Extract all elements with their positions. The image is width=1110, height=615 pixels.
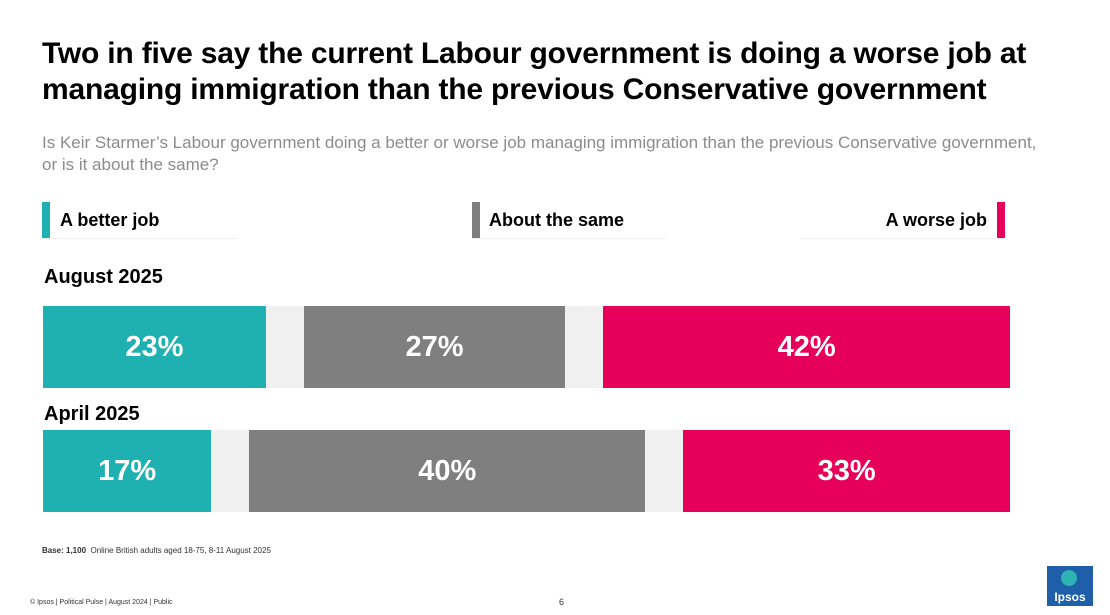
base-text: Online British adults aged 18-75, 8-11 A… <box>90 546 271 555</box>
logo-mark-icon <box>1061 570 1077 586</box>
data-label: 17% <box>98 454 157 487</box>
bar-segment-worse: 33% <box>683 430 1010 512</box>
bar-april-2025: 17% 40% 33% <box>43 430 1010 512</box>
data-label: 42% <box>777 330 836 363</box>
legend-swatch-same <box>472 202 480 238</box>
bar-segment-same: 27% <box>303 306 566 388</box>
legend-better: A better job <box>42 202 238 239</box>
row-label-august-2025: August 2025 <box>44 266 163 288</box>
page-number: 6 <box>559 597 565 607</box>
page-title: Two in five say the current Labour gover… <box>42 37 1027 106</box>
logo-text: Ipsos <box>1054 590 1086 604</box>
base-note: Base: 1,100 Online British adults aged 1… <box>42 546 271 555</box>
data-label: 27% <box>405 330 464 363</box>
legend-swatch-worse <box>997 202 1005 238</box>
data-label: 33% <box>817 454 876 487</box>
data-label: 23% <box>125 330 184 363</box>
legend-label-worse: A worse job <box>885 209 987 230</box>
bar-segment-same: 40% <box>249 430 646 512</box>
legend-label-same: About the same <box>489 209 625 230</box>
bar-segment-worse: 42% <box>603 306 1010 388</box>
data-label: 40% <box>418 454 477 487</box>
row-label-april-2025: April 2025 <box>44 403 140 425</box>
legend-label-better: A better job <box>60 209 160 230</box>
bar-august-2025: 23% 27% 42% <box>43 306 1010 388</box>
legend-worse: A worse job <box>800 202 1005 239</box>
bar-segment-better: 17% <box>43 430 212 512</box>
legend-swatch-better <box>42 202 50 238</box>
footer-text: © Ipsos | Political Pulse | August 2024 … <box>30 599 173 606</box>
ipsos-logo: Ipsos <box>1047 566 1093 606</box>
base-label: Base: 1,100 <box>42 546 87 555</box>
legend-same: About the same <box>472 202 666 239</box>
bar-segment-better: 23% <box>43 306 266 388</box>
question-subtitle: Is Keir Starmer’s Labour government doin… <box>42 133 1037 174</box>
